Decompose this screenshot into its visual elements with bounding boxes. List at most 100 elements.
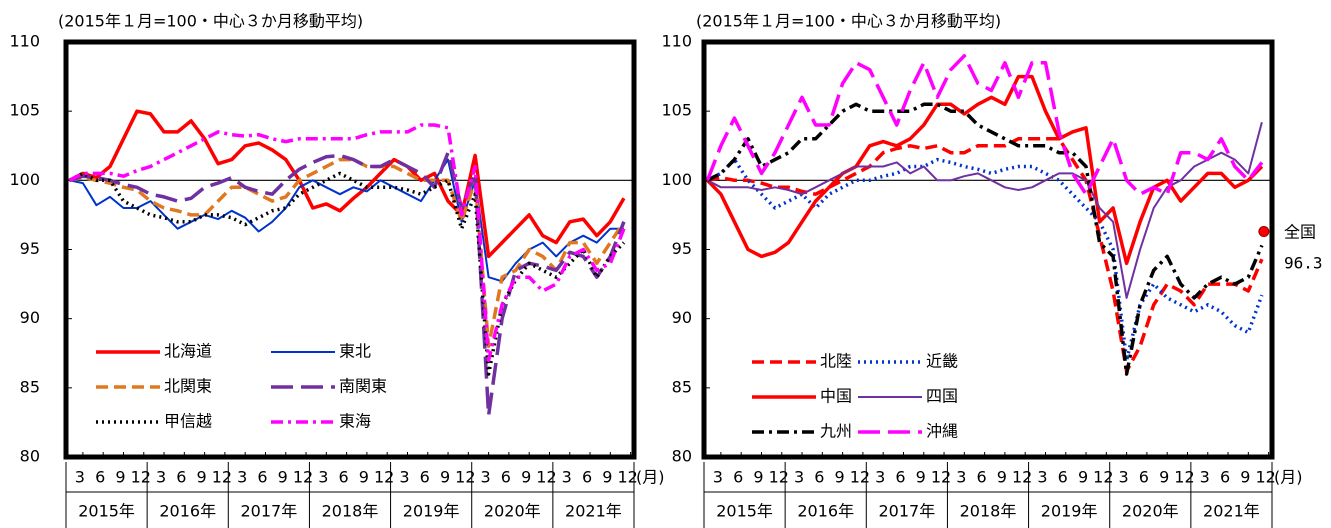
x-tick-label: 12 [1093,468,1113,487]
x-tick-label: 9 [521,468,531,487]
x-tick-label: 6 [176,468,186,487]
legend-label: 四国 [926,387,958,406]
series-line [68,150,626,418]
plot-frame [701,39,1275,460]
x-tick-label: 12 [293,468,313,487]
x-tick-label: 12 [769,468,789,487]
series-line [706,102,1264,376]
year-label: 2018年 [960,502,1017,521]
annotation-label: 全国 [1284,223,1316,242]
x-tick-label: 9 [997,468,1007,487]
x-tick-label: 6 [95,468,105,487]
x-tick-label: 12 [931,468,951,487]
x-tick-label: 12 [455,468,475,487]
series-line [707,137,1264,373]
legend-label: 甲信越 [164,412,212,431]
y-tick-label: 90 [20,308,40,327]
x-tick-label: 9 [916,468,926,487]
x-tick-label: 9 [359,468,369,487]
x-tick-label: 3 [399,468,409,487]
year-label: 2021年 [565,502,622,521]
x-tick-label: 12 [850,468,870,487]
y-tick-label: 110 [9,32,40,51]
x-tick-label: 3 [562,468,572,487]
year-label: 2020年 [1122,502,1179,521]
x-tick-label: 12 [131,468,151,487]
x-axis-label: (月) [636,468,665,487]
year-label: 2017年 [878,502,935,521]
series-line [69,157,626,349]
y-tick-label: 105 [9,101,40,120]
year-label: 2015年 [78,502,135,521]
x-tick-label: 12 [212,468,232,487]
x-tick-label: 12 [1012,468,1032,487]
legend-label: 北海道 [164,342,212,361]
legend-label: 中国 [820,387,852,406]
chart-title: (2015年１月=100・中心３か月移動平均) [696,12,1001,31]
x-tick-label: 9 [197,468,207,487]
year-label: 2019年 [1041,502,1098,521]
legend-label: 北陸 [820,352,852,371]
y-tick-label: 95 [672,239,692,258]
year-label: 2020年 [484,502,541,521]
y-tick-label: 100 [661,170,692,189]
year-label: 2015年 [716,502,773,521]
year-label: 2016年 [159,502,216,521]
x-tick-label: 3 [156,468,166,487]
annotation-dot [1258,226,1270,238]
x-tick-label: 3 [1119,468,1129,487]
year-label: 2017年 [240,502,297,521]
x-tick-label: 9 [1240,468,1250,487]
legend-label: 沖縄 [926,422,958,441]
x-tick-label: 12 [374,468,394,487]
y-tick-label: 105 [661,101,692,120]
x-tick-label: 6 [733,468,743,487]
x-tick-label: 12 [1174,468,1194,487]
x-tick-label: 3 [481,468,491,487]
x-tick-label: 3 [956,468,966,487]
x-tick-label: 6 [1139,468,1149,487]
x-tick-label: 3 [713,468,723,487]
legend-label: 近畿 [926,352,958,371]
y-tick-label: 90 [672,308,692,327]
x-tick-label: 3 [75,468,85,487]
x-tick-label: 3 [318,468,328,487]
x-tick-label: 3 [794,468,804,487]
series-line [68,109,626,259]
x-tick-label: 6 [1058,468,1068,487]
plot-frame [63,39,637,460]
x-tick-label: 6 [339,468,349,487]
legend-label: 東北 [339,342,371,361]
x-tick-label: 3 [875,468,885,487]
x-tick-label: 6 [1220,468,1230,487]
x-tick-label: 12 [617,468,637,487]
x-tick-label: 6 [977,468,987,487]
chart-title: (2015年１月=100・中心３か月移動平均) [58,12,363,31]
legend-label: 南関東 [339,377,387,396]
legend-label: 北関東 [164,377,212,396]
x-tick-label: 6 [895,468,905,487]
series-line [705,54,1264,196]
year-label: 2019年 [403,502,460,521]
x-tick-label: 12 [1255,468,1275,487]
series-line [706,121,1263,299]
legend-label: 東海 [339,412,371,431]
x-tick-label: 3 [1200,468,1210,487]
y-tick-label: 80 [20,447,40,466]
year-label: 2016年 [797,502,854,521]
y-tick-label: 85 [672,377,692,396]
annotation-value: 96.3 [1284,254,1323,273]
x-tick-label: 6 [814,468,824,487]
x-tick-label: 9 [835,468,845,487]
x-tick-label: 6 [257,468,267,487]
year-label: 2018年 [322,502,379,521]
x-tick-label: 6 [582,468,592,487]
x-tick-label: 9 [753,468,763,487]
x-tick-label: 9 [1159,468,1169,487]
series-line [69,158,624,283]
x-tick-label: 3 [237,468,247,487]
x-tick-label: 9 [278,468,288,487]
x-tick-label: 6 [501,468,511,487]
y-tick-label: 110 [661,32,692,51]
x-tick-label: 9 [602,468,612,487]
